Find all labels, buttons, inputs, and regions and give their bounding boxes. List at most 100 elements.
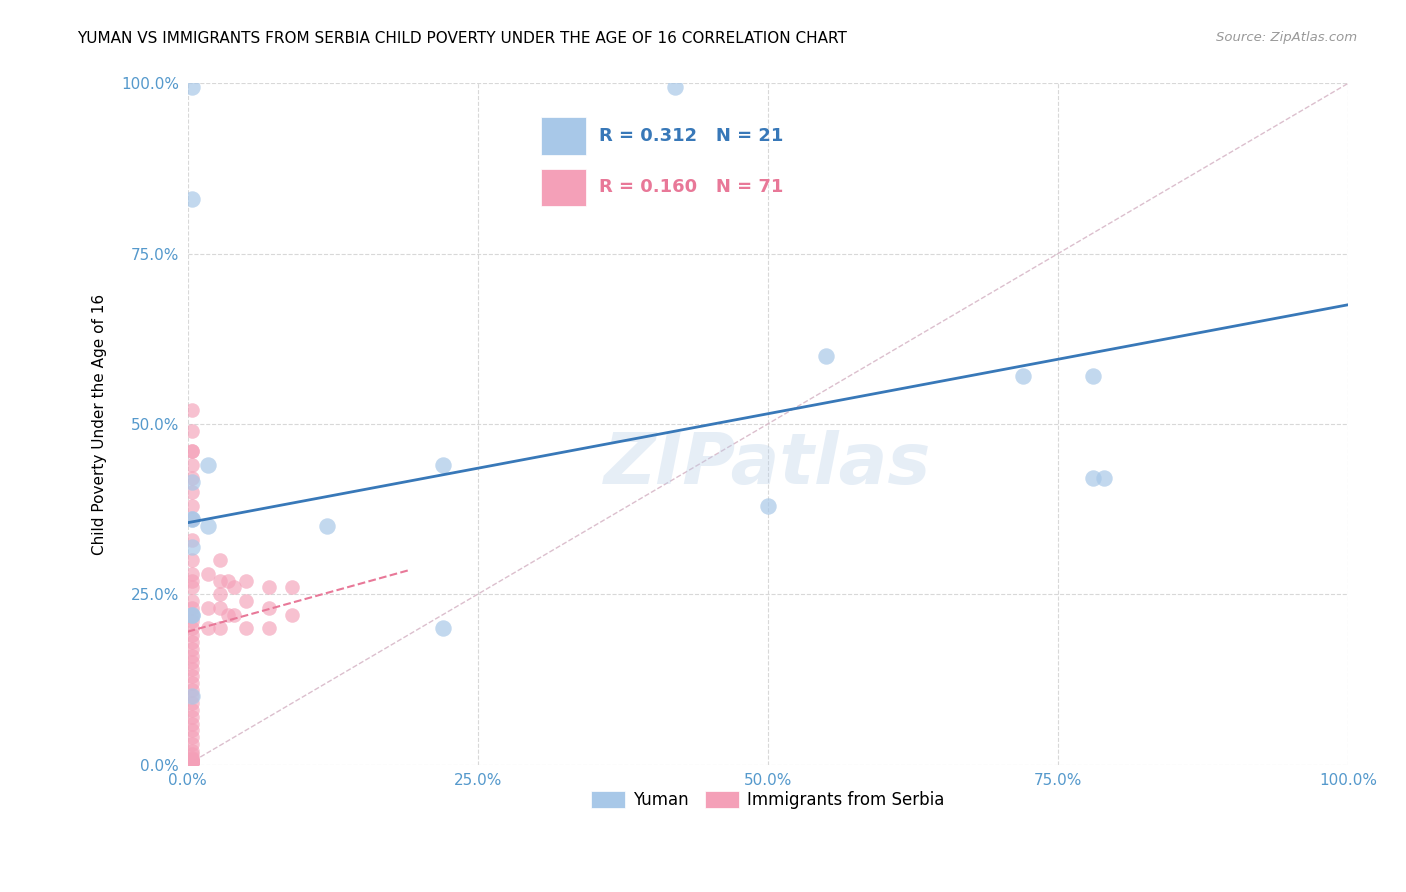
Point xyxy=(181,566,204,581)
Point xyxy=(181,755,204,769)
Point xyxy=(181,682,204,697)
Point xyxy=(209,600,232,615)
Point xyxy=(181,755,204,769)
Text: R = 0.312   N = 21: R = 0.312 N = 21 xyxy=(599,128,785,145)
Point xyxy=(181,755,204,769)
Point xyxy=(181,79,204,94)
Point xyxy=(181,656,204,670)
Point xyxy=(181,621,204,635)
Point xyxy=(257,600,280,615)
Point xyxy=(432,458,454,472)
Point xyxy=(432,621,454,635)
Point xyxy=(181,485,204,500)
Legend: Yuman, Immigrants from Serbia: Yuman, Immigrants from Serbia xyxy=(586,786,949,814)
Point xyxy=(257,581,280,595)
Point xyxy=(181,755,204,769)
Point xyxy=(235,574,257,588)
Point xyxy=(181,635,204,649)
Point xyxy=(181,540,204,554)
Y-axis label: Child Poverty Under the Age of 16: Child Poverty Under the Age of 16 xyxy=(93,293,107,555)
Point xyxy=(181,669,204,683)
Point xyxy=(222,607,245,622)
Point xyxy=(814,349,837,363)
Point xyxy=(181,192,204,206)
Point xyxy=(181,703,204,717)
Point xyxy=(181,607,204,622)
Point xyxy=(664,79,686,94)
Text: R = 0.160   N = 71: R = 0.160 N = 71 xyxy=(599,178,785,196)
Point xyxy=(181,716,204,731)
Point xyxy=(181,594,204,608)
Point xyxy=(181,512,204,526)
Point xyxy=(181,424,204,438)
Point xyxy=(181,662,204,676)
Point xyxy=(181,607,204,622)
Point xyxy=(257,621,280,635)
Point xyxy=(181,444,204,458)
Point xyxy=(281,581,304,595)
Point xyxy=(181,744,204,758)
Point xyxy=(181,710,204,724)
Point xyxy=(209,621,232,635)
Point xyxy=(222,581,245,595)
Point xyxy=(197,621,219,635)
Point xyxy=(181,755,204,769)
Point xyxy=(181,675,204,690)
Point xyxy=(181,731,204,745)
Point xyxy=(197,458,219,472)
Point xyxy=(181,533,204,547)
Point xyxy=(209,574,232,588)
Point xyxy=(181,628,204,642)
Point xyxy=(181,755,204,769)
Point xyxy=(281,607,304,622)
Point xyxy=(181,755,204,769)
Point xyxy=(181,553,204,567)
Point xyxy=(181,750,204,764)
Point xyxy=(217,574,239,588)
Point xyxy=(235,594,257,608)
Text: ZIPatlas: ZIPatlas xyxy=(605,430,931,500)
Point xyxy=(181,753,204,767)
Point xyxy=(181,690,204,704)
Point xyxy=(235,621,257,635)
Point xyxy=(315,519,337,533)
Point xyxy=(181,581,204,595)
Point xyxy=(181,747,204,762)
Point xyxy=(756,499,779,513)
Point xyxy=(181,755,204,769)
Point xyxy=(181,615,204,629)
Text: YUMAN VS IMMIGRANTS FROM SERBIA CHILD POVERTY UNDER THE AGE OF 16 CORRELATION CH: YUMAN VS IMMIGRANTS FROM SERBIA CHILD PO… xyxy=(77,31,848,46)
Point xyxy=(181,471,204,485)
Point xyxy=(181,458,204,472)
Point xyxy=(181,696,204,710)
Point xyxy=(181,403,204,417)
Point xyxy=(181,574,204,588)
Point xyxy=(181,607,204,622)
Point xyxy=(181,737,204,751)
Point xyxy=(181,752,204,766)
Point xyxy=(1012,369,1035,384)
Point xyxy=(1081,369,1104,384)
Point xyxy=(181,600,204,615)
Point xyxy=(181,723,204,738)
Point xyxy=(197,600,219,615)
Point xyxy=(197,566,219,581)
Point xyxy=(1081,471,1104,485)
Point xyxy=(181,475,204,489)
Point xyxy=(181,499,204,513)
Point xyxy=(217,607,239,622)
Point xyxy=(181,444,204,458)
Point xyxy=(181,755,204,769)
Point xyxy=(209,553,232,567)
Point xyxy=(197,519,219,533)
Point xyxy=(181,648,204,663)
Text: Source: ZipAtlas.com: Source: ZipAtlas.com xyxy=(1216,31,1357,45)
Point xyxy=(181,641,204,656)
Bar xyxy=(541,118,585,155)
Point xyxy=(181,690,204,704)
Point xyxy=(181,755,204,769)
Point xyxy=(181,512,204,526)
Point xyxy=(181,512,204,526)
Point xyxy=(1092,471,1115,485)
Point xyxy=(209,587,232,601)
